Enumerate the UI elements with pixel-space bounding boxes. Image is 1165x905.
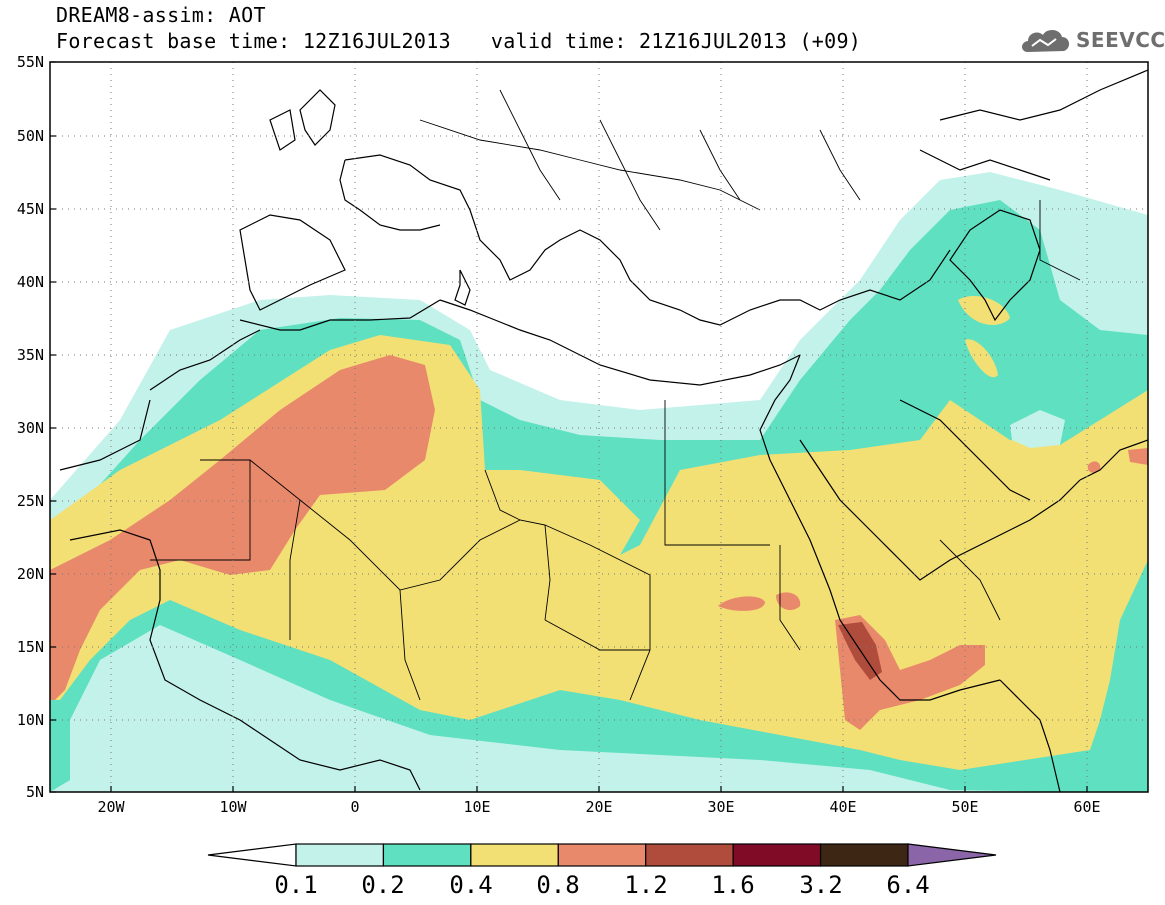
lon-label: 30E <box>707 798 734 816</box>
colorbar-label: 6.4 <box>886 871 929 899</box>
lat-label: 40N <box>17 273 44 291</box>
lon-labels: 20W 10W 0 10E 20E 30E 40E 50E 60E <box>97 798 1100 816</box>
colorbar-label: 1.2 <box>624 871 667 899</box>
lon-label: 60E <box>1073 798 1100 816</box>
aot-band-0.1-iran <box>1010 410 1065 448</box>
lat-label: 45N <box>17 200 44 218</box>
aot-band-0.8-gulf <box>1087 461 1101 473</box>
colorbar-label: 3.2 <box>799 871 842 899</box>
coastlines <box>59 69 1148 792</box>
colorbar-label: 0.1 <box>274 871 317 899</box>
colorbar-label: 0.4 <box>449 871 492 899</box>
colorbar-bin <box>295 843 385 867</box>
lat-label: 25N <box>17 492 44 510</box>
map-title: DREAM8-assim: AOT <box>56 3 266 27</box>
valid-time: valid time: 21Z16JUL2013 (+09) <box>490 29 862 53</box>
lat-label: 50N <box>17 127 44 145</box>
colorbar-label: 1.6 <box>711 871 754 899</box>
colorbar-over-triangle <box>907 843 997 867</box>
lat-label: 55N <box>17 53 44 71</box>
lat-label: 15N <box>17 638 44 656</box>
aot-band-0.8-oman <box>1128 448 1148 465</box>
lon-label: 20W <box>97 798 125 816</box>
aot-band-0.8-sahel2 <box>776 592 801 611</box>
aot-band-0.8-west <box>50 355 435 700</box>
lon-label: 10W <box>219 798 247 816</box>
axis-ticks <box>50 61 1088 793</box>
seevccc-logo: SEEVCCC <box>1018 24 1165 58</box>
lon-label: 20E <box>585 798 612 816</box>
cloud-icon <box>1022 29 1070 52</box>
time-line: Forecast base time: 12Z16JUL2013 valid ti… <box>56 30 861 52</box>
lat-label: 10N <box>17 711 44 729</box>
colorbar-label: 0.2 <box>361 871 404 899</box>
aot-field <box>50 62 1148 792</box>
colorbar-bin <box>732 843 822 867</box>
colorbar-bin <box>382 843 472 867</box>
lat-label: 30N <box>17 419 44 437</box>
lat-label: 20N <box>17 565 44 583</box>
colorbar-label: 0.8 <box>536 871 579 899</box>
colorbar: 0.1 0.2 0.4 0.8 1.2 1.6 3.2 6.4 <box>207 843 997 899</box>
colorbar-bin <box>645 843 734 867</box>
colorbar-bin <box>470 843 559 867</box>
aot-band-0.4-caspian2 <box>965 339 998 378</box>
base-time: Forecast base time: 12Z16JUL2013 <box>56 29 451 53</box>
logo-text: SEEVCCC <box>1076 28 1165 52</box>
colorbar-labels: 0.1 0.2 0.4 0.8 1.2 1.6 3.2 6.4 <box>274 871 929 899</box>
lon-label: 10E <box>463 798 490 816</box>
colorbar-bin <box>819 843 909 867</box>
lat-label: 5N <box>26 783 44 801</box>
lon-label: 40E <box>829 798 856 816</box>
country-borders <box>150 89 1081 701</box>
aot-band-0.8-sahel <box>718 596 765 611</box>
lat-labels: 55N 50N 45N 40N 35N 30N 25N 20N 15N 10N … <box>17 53 44 801</box>
lon-label: 0 <box>350 798 359 816</box>
lat-label: 35N <box>17 346 44 364</box>
lon-label: 50E <box>951 798 978 816</box>
colorbar-under-triangle <box>207 843 297 867</box>
colorbar-bin <box>557 843 647 867</box>
